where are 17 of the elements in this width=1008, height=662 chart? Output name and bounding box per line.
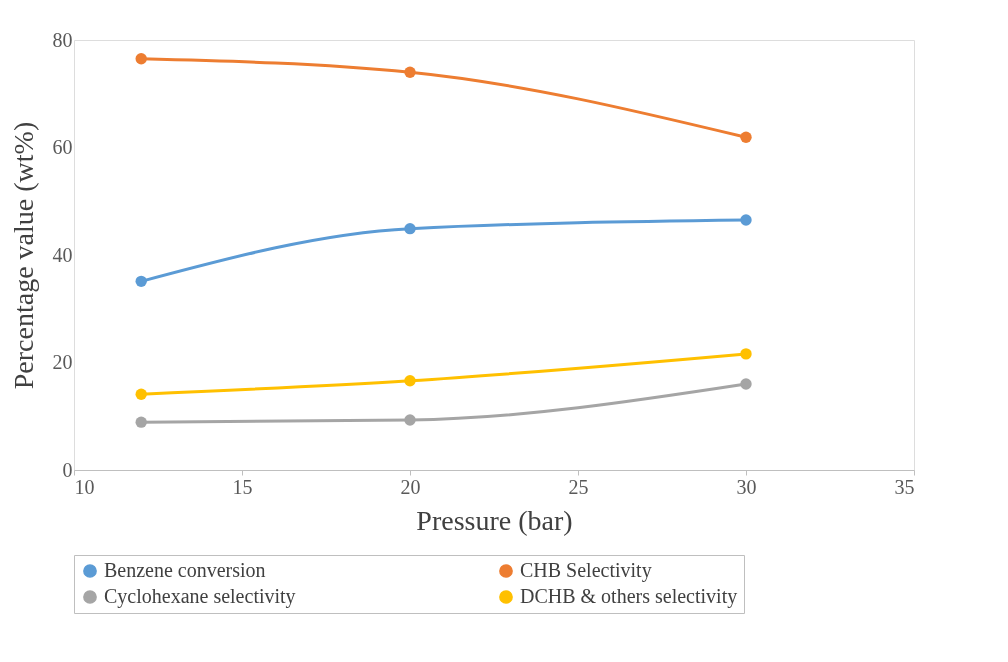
legend-label: CHB Selectivity xyxy=(520,559,652,582)
y-tick-label: 20 xyxy=(52,351,73,373)
x-tick-label: 15 xyxy=(232,475,253,498)
y-tick-label: 80 xyxy=(52,28,73,51)
y-axis-title: Percentage value (wt%) xyxy=(7,121,39,390)
y-tick-label: 40 xyxy=(52,243,73,266)
x-tick-label: 35 xyxy=(894,475,915,498)
y-tick-label: 60 xyxy=(52,136,73,158)
legend-label: Benzene conversion xyxy=(104,559,266,581)
x-axis-title: Pressure (bar) xyxy=(416,504,573,536)
legend-label: DCHB & others selectivity xyxy=(520,585,738,608)
x-tick-label: 10 xyxy=(74,475,95,498)
x-tick-label: 25 xyxy=(568,475,589,498)
y-tick-label: 0 xyxy=(62,458,73,481)
x-tick-label: 30 xyxy=(736,475,757,498)
x-tick-label: 20 xyxy=(400,475,421,498)
legend-label: Cyclohexane selectivity xyxy=(104,585,296,608)
